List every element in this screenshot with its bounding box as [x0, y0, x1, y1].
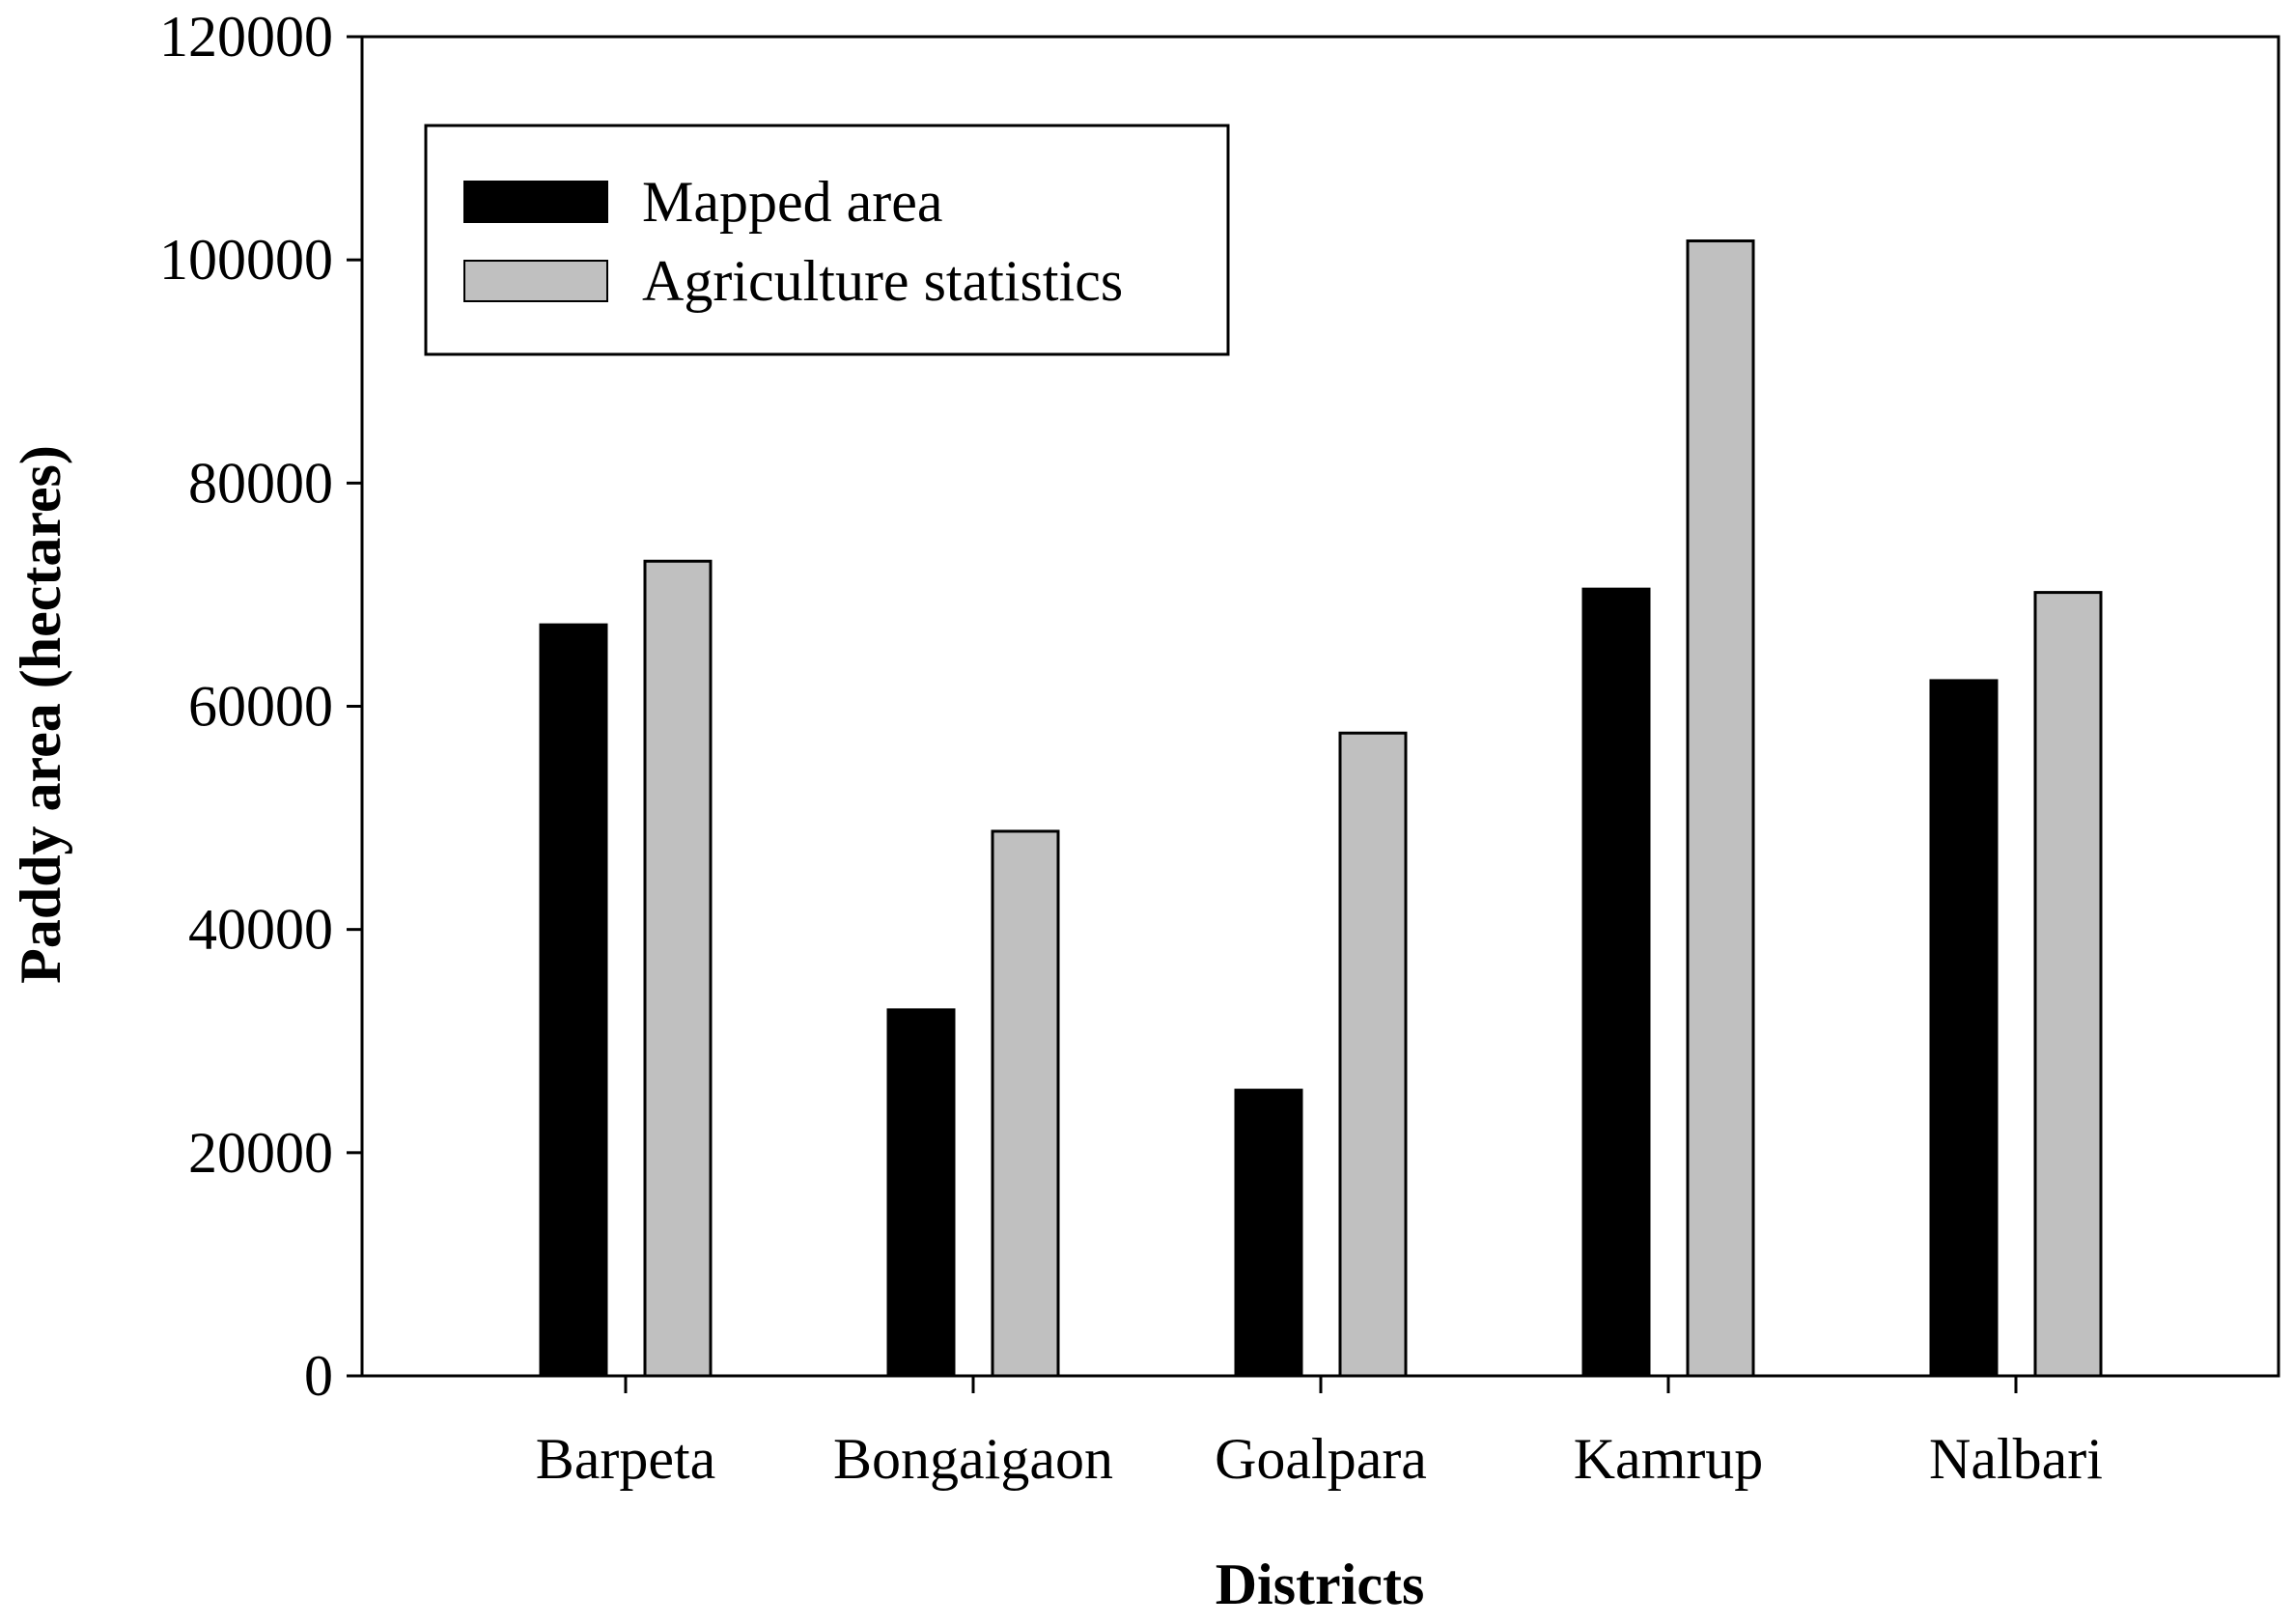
- x-tick-label: Nalbari: [1929, 1427, 2103, 1491]
- y-tick-label: 40000: [188, 898, 333, 962]
- bar-agriculture-statistics-goalpara: [1338, 731, 1408, 1378]
- x-axis: Barpeta Bongaigaon Goalpara Kamrup Nalbari: [536, 1376, 2103, 1491]
- legend: Mapped area Agriculture statistics: [424, 124, 1230, 356]
- y-tick-label: 80000: [188, 451, 333, 515]
- legend-box: [424, 124, 1230, 356]
- bar-agriculture-statistics-bongaigaon: [991, 829, 1060, 1378]
- x-tick-label: Barpeta: [536, 1427, 716, 1491]
- y-tick-label: 120000: [159, 5, 333, 69]
- legend-swatch-mapped-area: [463, 181, 608, 223]
- bar-mapped-area-goalpara: [1234, 1088, 1303, 1378]
- y-axis: 0 20000 40000 60000 80000 100000 120000: [159, 5, 362, 1408]
- y-axis-title: Paddy area (hectares): [9, 445, 72, 984]
- bar-mapped-area-kamrup: [1581, 587, 1651, 1378]
- x-tick-label: Goalpara: [1215, 1427, 1427, 1491]
- x-tick-label: Kamrup: [1574, 1427, 1764, 1491]
- bar-agriculture-statistics-barpeta: [643, 559, 713, 1378]
- bar-agriculture-statistics-kamrup: [1686, 239, 1755, 1378]
- bar-mapped-area-bongaigaon: [886, 1008, 956, 1378]
- bar-mapped-area-nalbari: [1929, 679, 1999, 1378]
- bars: [539, 239, 2103, 1378]
- y-tick-label: 100000: [159, 228, 333, 292]
- bar-agriculture-statistics-nalbari: [2033, 591, 2103, 1378]
- legend-label-mapped-area: Mapped area: [642, 170, 942, 234]
- y-tick-label: 20000: [188, 1121, 333, 1185]
- x-tick-label: Bongaigaon: [833, 1427, 1113, 1491]
- bar-mapped-area-barpeta: [539, 623, 608, 1378]
- legend-swatch-agriculture-statistics: [463, 260, 608, 302]
- legend-label-agriculture-statistics: Agriculture statistics: [642, 249, 1123, 313]
- y-tick-label: 60000: [188, 675, 333, 739]
- x-axis-title: Districts: [1216, 1553, 1425, 1616]
- y-tick-label: 0: [304, 1344, 333, 1408]
